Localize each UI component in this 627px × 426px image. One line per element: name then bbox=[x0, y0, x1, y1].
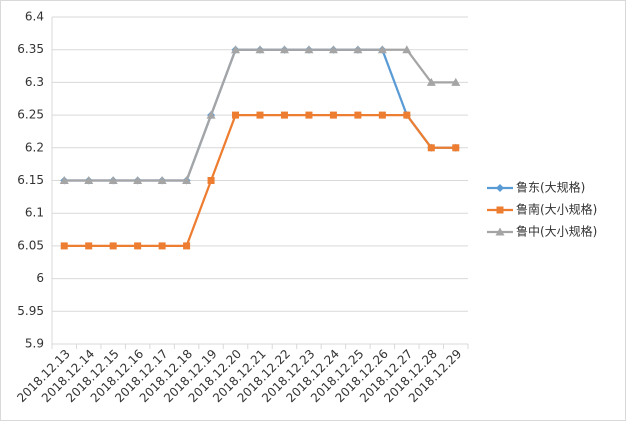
y-tick-label: 6 bbox=[36, 271, 44, 285]
legend-marker bbox=[496, 206, 504, 214]
y-tick-label: 6.2 bbox=[25, 140, 44, 154]
point bbox=[452, 144, 460, 152]
point bbox=[85, 242, 93, 250]
legend-marker bbox=[496, 184, 504, 192]
point bbox=[182, 176, 192, 184]
point bbox=[426, 77, 436, 86]
point bbox=[329, 111, 337, 119]
point bbox=[354, 111, 362, 119]
point bbox=[231, 45, 241, 54]
y-tick-label: 6.25 bbox=[17, 108, 44, 122]
legend-label: 鲁南(大小规格) bbox=[516, 202, 597, 217]
legend-marker bbox=[495, 227, 505, 236]
point bbox=[232, 111, 240, 119]
point bbox=[451, 77, 461, 86]
point bbox=[255, 45, 265, 54]
point bbox=[134, 242, 142, 250]
legend-label: 鲁东(大规格) bbox=[516, 180, 585, 195]
point bbox=[378, 111, 386, 119]
point bbox=[305, 111, 313, 119]
point bbox=[183, 242, 191, 250]
point bbox=[280, 111, 288, 119]
point bbox=[207, 177, 215, 184]
point bbox=[157, 176, 167, 184]
point bbox=[59, 176, 69, 184]
point bbox=[133, 176, 143, 184]
point bbox=[206, 110, 216, 119]
y-tick-label: 6.15 bbox=[17, 173, 44, 187]
point bbox=[158, 242, 166, 250]
point bbox=[328, 45, 338, 54]
y-tick-label: 6.35 bbox=[17, 42, 44, 56]
point bbox=[403, 111, 411, 119]
point bbox=[256, 111, 264, 119]
point bbox=[377, 45, 387, 54]
y-tick-label: 6.4 bbox=[25, 10, 44, 24]
y-tick-label: 5.9 bbox=[25, 337, 44, 351]
point bbox=[279, 45, 289, 54]
point bbox=[402, 45, 412, 54]
legend-label: 鲁中(大小规格) bbox=[516, 224, 597, 239]
y-tick-label: 5.95 bbox=[17, 304, 44, 318]
point bbox=[108, 176, 118, 184]
point bbox=[109, 242, 117, 250]
point bbox=[427, 144, 435, 152]
point bbox=[353, 45, 363, 54]
y-tick-label: 6.1 bbox=[25, 206, 44, 220]
point bbox=[84, 176, 94, 184]
point bbox=[304, 45, 314, 54]
y-tick-label: 6.3 bbox=[25, 75, 44, 89]
y-tick-label: 6.05 bbox=[17, 238, 44, 252]
point bbox=[60, 242, 68, 250]
